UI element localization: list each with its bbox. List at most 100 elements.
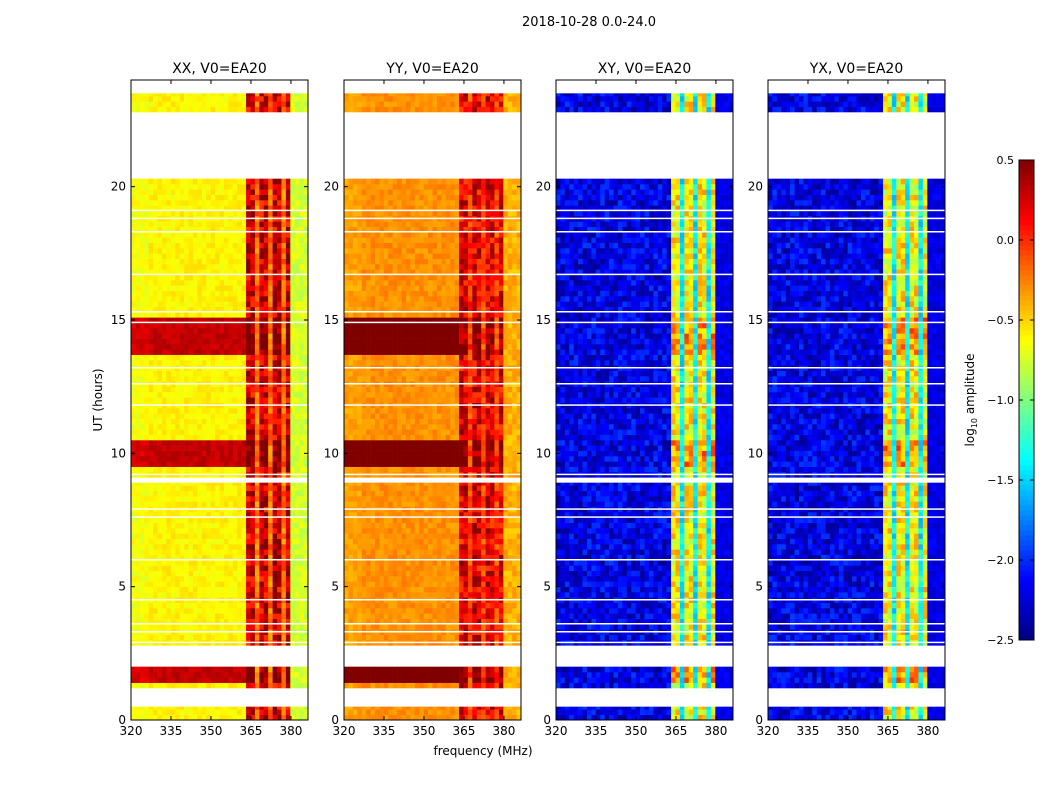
- heatmap-cell: [242, 485, 247, 491]
- heatmap-cell: [166, 243, 171, 249]
- heatmap-cell: [250, 253, 255, 259]
- heatmap-cell: [158, 533, 163, 539]
- heatmap-cell: [211, 461, 216, 467]
- heatmap-cell: [193, 248, 198, 254]
- heatmap-cell: [259, 371, 264, 377]
- heatmap-cell: [264, 349, 269, 355]
- heatmap-cell: [189, 301, 194, 307]
- heatmap-cell: [237, 328, 242, 334]
- heatmap-cell: [371, 707, 376, 710]
- heatmap-cell: [220, 608, 225, 614]
- heatmap-cell: [259, 237, 264, 243]
- heatmap-cell: [162, 232, 167, 238]
- heatmap-cell: [228, 496, 233, 502]
- heatmap-cell: [290, 243, 295, 249]
- heatmap-cell: [499, 707, 504, 710]
- heatmap-cell: [459, 592, 464, 598]
- heatmap-cell: [375, 565, 380, 571]
- heatmap-cell: [193, 445, 198, 451]
- heatmap-cell: [273, 232, 278, 238]
- heatmap-cell: [162, 344, 167, 350]
- heatmap-cell: [402, 683, 407, 689]
- heatmap-cell: [428, 709, 433, 715]
- heatmap-cell: [206, 445, 211, 451]
- heatmap-cell: [286, 613, 291, 619]
- heatmap-cell: [158, 635, 163, 641]
- heatmap-cell: [171, 501, 176, 507]
- heatmap-cell: [246, 456, 251, 462]
- heatmap-cell: [189, 603, 194, 609]
- heatmap-cell: [237, 560, 242, 566]
- heatmap-cell: [184, 456, 189, 462]
- heatmap-cell: [344, 603, 349, 609]
- heatmap-cell: [490, 677, 495, 683]
- heatmap-cell: [202, 419, 207, 425]
- heatmap-cell: [250, 387, 255, 393]
- heatmap-cell: [299, 232, 304, 238]
- heatmap-cell: [180, 571, 185, 577]
- heatmap-cell: [180, 435, 185, 441]
- heatmap-cell: [237, 349, 242, 355]
- heatmap-cell: [290, 328, 295, 334]
- heatmap-cell: [259, 195, 264, 201]
- heatmap-cell: [135, 237, 140, 243]
- heatmap-cell: [259, 184, 264, 190]
- heatmap-cell: [508, 581, 513, 587]
- heatmap-cell: [140, 419, 145, 425]
- heatmap-cell: [166, 549, 171, 555]
- heatmap-cell: [162, 413, 167, 419]
- heatmap-cell: [481, 683, 486, 689]
- heatmap-cell: [197, 333, 202, 339]
- heatmap-cell: [499, 635, 504, 641]
- heatmap-cell: [149, 560, 154, 566]
- heatmap-cell: [286, 259, 291, 265]
- heatmap-cell: [202, 533, 207, 539]
- heatmap-cell: [286, 435, 291, 441]
- heatmap-cell: [255, 613, 260, 619]
- heatmap-cell: [175, 517, 180, 523]
- heatmap-cell: [206, 184, 211, 190]
- heatmap-cell: [140, 280, 145, 286]
- heatmap-cell: [353, 549, 358, 555]
- heatmap-cell: [344, 571, 349, 577]
- heatmap-cell: [384, 667, 389, 673]
- heatmap-cell: [362, 581, 367, 587]
- heatmap-cell: [268, 496, 273, 502]
- heatmap-cell: [193, 371, 198, 377]
- heatmap-cell: [211, 232, 216, 238]
- heatmap-cell: [189, 672, 194, 678]
- heatmap-cell: [237, 253, 242, 259]
- heatmap-cell: [189, 707, 194, 710]
- heatmap-cell: [202, 259, 207, 265]
- heatmap-cell: [189, 451, 194, 457]
- heatmap-cell: [273, 355, 278, 361]
- heatmap-cell: [428, 715, 433, 721]
- heatmap-cell: [259, 608, 264, 614]
- heatmap-cell: [415, 624, 420, 630]
- heatmap-cell: [281, 339, 286, 345]
- heatmap-cell: [206, 200, 211, 206]
- heatmap-cell: [149, 523, 154, 529]
- heatmap-cell: [237, 672, 242, 678]
- heatmap-cell: [446, 603, 451, 609]
- heatmap-cell: [455, 603, 460, 609]
- heatmap-cell: [264, 96, 269, 102]
- heatmap-cell: [228, 483, 233, 486]
- heatmap-cell: [242, 496, 247, 502]
- heatmap-cell: [158, 195, 163, 201]
- heatmap-cell: [268, 371, 273, 377]
- heatmap-cell: [202, 312, 207, 318]
- heatmap-cell: [228, 544, 233, 550]
- heatmap-cell: [220, 323, 225, 329]
- heatmap-cell: [153, 323, 158, 329]
- heatmap-cell: [268, 93, 273, 96]
- heatmap-cell: [388, 560, 393, 566]
- heatmap-cell: [490, 549, 495, 555]
- heatmap-cell: [215, 677, 220, 683]
- heatmap-cell: [250, 107, 255, 113]
- heatmap-cell: [277, 349, 282, 355]
- heatmap-cell: [224, 445, 229, 451]
- heatmap-cell: [371, 592, 376, 598]
- heatmap-cell: [290, 496, 295, 502]
- heatmap-cell: [233, 451, 238, 457]
